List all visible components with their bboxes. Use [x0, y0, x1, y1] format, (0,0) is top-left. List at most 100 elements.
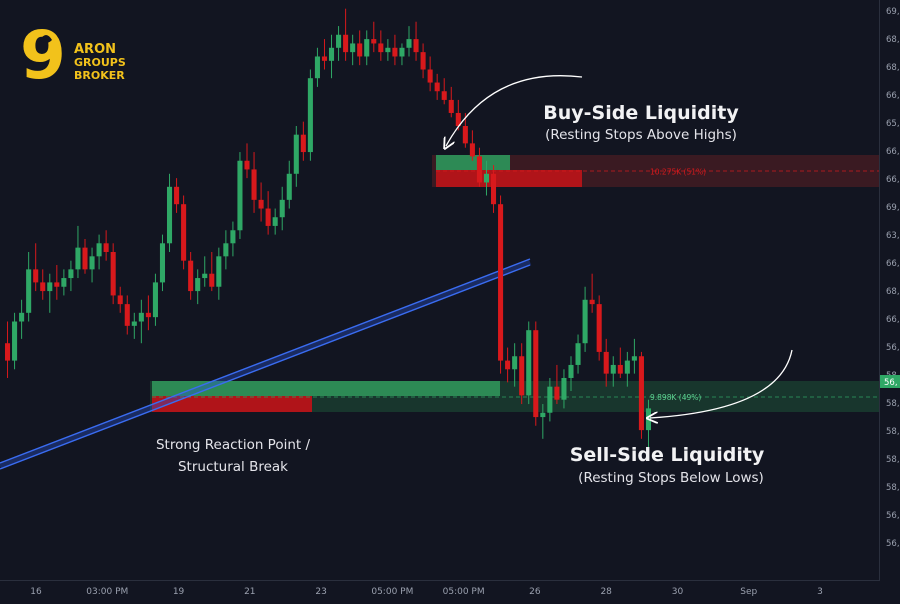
candle-body[interactable] — [385, 47, 391, 53]
candle-body[interactable] — [448, 99, 454, 113]
candle-body[interactable] — [195, 278, 201, 292]
candle-body[interactable] — [96, 243, 102, 257]
candle-body[interactable] — [519, 356, 525, 396]
candle-body[interactable] — [624, 360, 630, 374]
candle-body[interactable] — [293, 134, 299, 174]
candle-body[interactable] — [152, 282, 158, 318]
candle-body[interactable] — [251, 169, 257, 200]
candle-body[interactable] — [110, 251, 116, 296]
candle-body[interactable] — [258, 199, 264, 209]
candle-body[interactable] — [61, 278, 67, 287]
candle-body[interactable] — [47, 282, 53, 292]
candle-body[interactable] — [610, 364, 616, 374]
candle-body[interactable] — [272, 217, 278, 226]
candle-body[interactable] — [209, 273, 215, 287]
candle-body[interactable] — [596, 304, 602, 352]
candle-body[interactable] — [89, 256, 95, 270]
trendline-lower[interactable] — [0, 264, 531, 470]
candle-body[interactable] — [174, 186, 180, 205]
candle-body[interactable] — [230, 230, 236, 244]
candle-body[interactable] — [476, 156, 482, 183]
candle-body[interactable] — [638, 356, 644, 431]
candle-body[interactable] — [328, 47, 335, 61]
candle-body[interactable] — [286, 173, 292, 200]
candle-body[interactable] — [117, 295, 123, 305]
candle-body[interactable] — [455, 112, 461, 126]
candle-body[interactable] — [244, 160, 250, 170]
candle-body[interactable] — [131, 321, 137, 326]
candle-body[interactable] — [181, 204, 187, 261]
candle-body[interactable] — [314, 56, 320, 79]
candle-body[interactable] — [12, 321, 18, 361]
candle-body[interactable] — [75, 247, 81, 270]
candle-body[interactable] — [540, 412, 546, 418]
candle-body[interactable] — [554, 386, 560, 400]
candle-body[interactable] — [582, 299, 588, 344]
candle-body[interactable] — [441, 91, 447, 100]
candle-body[interactable] — [371, 39, 377, 44]
candle-body[interactable] — [82, 247, 88, 270]
candle-body[interactable] — [469, 143, 475, 157]
trendline-upper[interactable] — [0, 258, 531, 464]
candle-body[interactable] — [223, 243, 229, 257]
candle-body[interactable] — [40, 282, 46, 292]
candle-body[interactable] — [124, 304, 130, 326]
candle-body[interactable] — [4, 343, 11, 361]
candles-group — [4, 8, 652, 448]
candle-body[interactable] — [399, 47, 405, 57]
candle-body[interactable] — [392, 47, 398, 57]
candle-body[interactable] — [321, 56, 328, 61]
candle-body[interactable] — [561, 377, 567, 400]
candle-body[interactable] — [526, 330, 532, 396]
candle-body[interactable] — [300, 134, 306, 153]
candle-body[interactable] — [103, 243, 109, 252]
candle-body[interactable] — [343, 34, 349, 53]
candle-body[interactable] — [166, 186, 173, 244]
candle-body[interactable] — [505, 360, 511, 370]
candle-body[interactable] — [645, 408, 652, 431]
candle-body[interactable] — [364, 39, 370, 57]
candle-body[interactable] — [603, 351, 609, 374]
candle-body[interactable] — [350, 43, 356, 53]
candle-body[interactable] — [490, 173, 497, 205]
candle-body[interactable] — [26, 269, 32, 313]
candle-body[interactable] — [413, 39, 419, 53]
candle-body[interactable] — [427, 69, 433, 83]
candle-body[interactable] — [378, 43, 384, 53]
candle-body[interactable] — [68, 269, 74, 279]
candle-body[interactable] — [138, 312, 144, 322]
candle-body[interactable] — [54, 282, 60, 287]
candle-body[interactable] — [568, 364, 574, 378]
candle-body[interactable] — [547, 386, 553, 413]
candle-body[interactable] — [202, 273, 208, 279]
candle-body[interactable] — [483, 173, 490, 183]
candle-body[interactable] — [19, 312, 25, 322]
candle-body[interactable] — [406, 39, 412, 48]
candle-body[interactable] — [357, 43, 363, 57]
candle-body[interactable] — [216, 256, 222, 287]
candle-body[interactable] — [533, 330, 539, 418]
candle-body[interactable] — [631, 356, 637, 361]
candle-body[interactable] — [307, 78, 313, 153]
candle-body[interactable] — [159, 243, 166, 283]
candle-body[interactable] — [617, 364, 623, 374]
candle-body[interactable] — [589, 299, 595, 305]
candle-body[interactable] — [420, 52, 426, 70]
candle-body[interactable] — [265, 208, 271, 226]
candle-body[interactable] — [462, 125, 468, 144]
candle-body[interactable] — [336, 34, 342, 48]
candle-body[interactable] — [237, 160, 243, 231]
candle-body[interactable] — [575, 343, 581, 365]
candle-body[interactable] — [512, 356, 518, 370]
buy-zone-volume-down — [436, 170, 582, 187]
candle-body[interactable] — [188, 260, 194, 292]
leaf-icon — [40, 35, 52, 43]
logo-nine: 9 — [20, 17, 66, 94]
candle-body[interactable] — [33, 269, 39, 283]
time-axis-label: 05:00 PM — [443, 587, 485, 597]
candle-body[interactable] — [145, 312, 151, 318]
candle-body[interactable] — [434, 82, 440, 92]
candle-body[interactable] — [279, 199, 285, 218]
candle-body[interactable] — [498, 204, 504, 361]
